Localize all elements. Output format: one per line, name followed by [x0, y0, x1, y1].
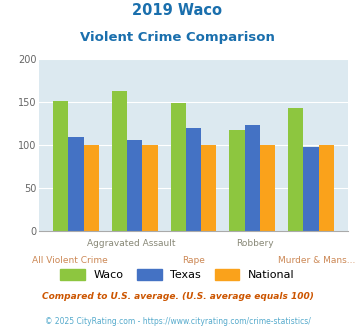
- Bar: [53, 101, 69, 231]
- Bar: [127, 140, 142, 231]
- Bar: [84, 145, 99, 231]
- Bar: [201, 145, 217, 231]
- Bar: [288, 108, 303, 231]
- Bar: [303, 147, 318, 231]
- Bar: [229, 130, 245, 231]
- Bar: [69, 137, 84, 231]
- Bar: [260, 145, 275, 231]
- Bar: [186, 128, 201, 231]
- Bar: [142, 145, 158, 231]
- Text: Murder & Mans...: Murder & Mans...: [278, 256, 355, 265]
- Text: 2019 Waco: 2019 Waco: [132, 3, 223, 18]
- Text: Rape: Rape: [182, 256, 205, 265]
- Text: All Violent Crime: All Violent Crime: [32, 256, 108, 265]
- Text: Aggravated Assault: Aggravated Assault: [87, 239, 176, 248]
- Bar: [170, 103, 186, 231]
- Bar: [318, 145, 334, 231]
- Bar: [245, 125, 260, 231]
- Text: Robbery: Robbery: [236, 239, 274, 248]
- Text: Violent Crime Comparison: Violent Crime Comparison: [80, 31, 275, 44]
- Legend: Waco, Texas, National: Waco, Texas, National: [56, 265, 299, 285]
- Text: © 2025 CityRating.com - https://www.cityrating.com/crime-statistics/: © 2025 CityRating.com - https://www.city…: [45, 317, 310, 326]
- Text: Compared to U.S. average. (U.S. average equals 100): Compared to U.S. average. (U.S. average …: [42, 292, 313, 301]
- Bar: [112, 91, 127, 231]
